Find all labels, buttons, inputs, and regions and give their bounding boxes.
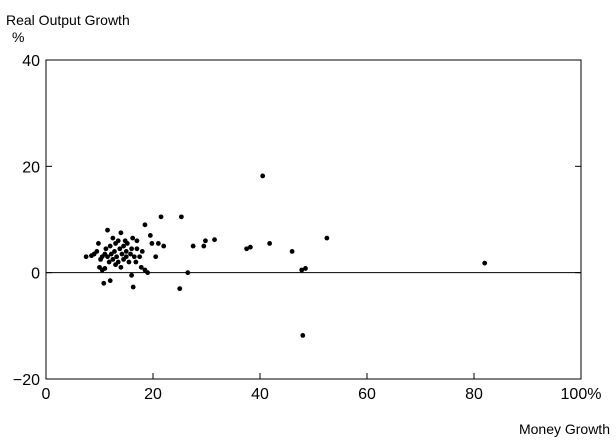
data-point	[177, 286, 183, 292]
data-point	[482, 260, 488, 266]
data-point	[260, 173, 266, 179]
data-point	[267, 241, 273, 246]
data-point	[203, 238, 208, 244]
data-point	[119, 251, 125, 257]
data-point	[130, 284, 136, 290]
y-tick-label: 40	[22, 53, 40, 70]
x-tick-label: 0	[42, 386, 51, 403]
data-point	[110, 256, 116, 262]
y-tick-label: −20	[13, 372, 40, 389]
data-point	[155, 241, 161, 246]
data-point	[247, 244, 253, 250]
data-point	[126, 259, 132, 265]
data-point	[83, 254, 89, 260]
data-point	[134, 238, 140, 244]
data-point	[137, 254, 143, 260]
data-point	[300, 333, 306, 338]
data-point	[128, 251, 133, 257]
data-point	[130, 235, 136, 241]
data-point	[121, 243, 126, 249]
data-point	[299, 267, 305, 273]
x-tick-label: 40	[251, 386, 269, 403]
data-point	[134, 246, 140, 252]
data-point	[147, 233, 153, 238]
data-point	[212, 237, 217, 243]
data-point	[107, 278, 113, 284]
data-point	[185, 270, 191, 276]
data-point	[153, 254, 159, 260]
data-point	[123, 249, 129, 254]
data-point	[124, 241, 130, 246]
data-point	[117, 246, 123, 252]
data-point	[115, 259, 121, 265]
x-tick-label: 60	[358, 386, 376, 403]
x-tick-label: 100%	[561, 386, 602, 403]
data-point	[101, 280, 107, 286]
data-point	[115, 238, 121, 244]
data-point	[142, 222, 148, 228]
data-point	[118, 230, 124, 236]
data-point	[131, 254, 137, 260]
data-point	[149, 241, 155, 246]
y-tick-label: 0	[31, 266, 40, 283]
data-point	[105, 254, 110, 260]
data-point	[107, 243, 113, 249]
data-point	[244, 246, 250, 252]
y-axis-unit: %	[12, 29, 24, 45]
data-point	[145, 270, 151, 276]
data-point	[105, 227, 110, 233]
data-point	[114, 254, 120, 260]
data-point	[133, 259, 139, 265]
data-point	[110, 235, 116, 241]
data-point	[103, 246, 109, 252]
data-point	[96, 241, 101, 246]
x-tick-label: 20	[144, 386, 162, 403]
data-point	[158, 214, 164, 220]
data-point	[129, 246, 135, 252]
data-point	[324, 235, 330, 241]
data-point	[129, 272, 135, 278]
data-point	[303, 266, 308, 271]
data-point	[178, 214, 184, 220]
data-point	[201, 243, 207, 249]
data-point	[123, 254, 129, 260]
data-point	[94, 249, 100, 254]
y-axis-title: Real Output Growth	[6, 12, 130, 28]
data-point	[106, 259, 112, 265]
data-point	[138, 264, 144, 270]
data-point	[112, 249, 117, 254]
data-point	[102, 266, 108, 271]
plot-frame	[45, 59, 582, 380]
data-point	[190, 243, 196, 249]
data-point	[161, 243, 167, 249]
data-point	[289, 249, 295, 254]
data-point	[108, 251, 114, 257]
y-tick-label: 20	[22, 159, 40, 176]
data-point	[139, 249, 145, 254]
x-axis-title: Money Growth	[519, 421, 610, 437]
x-tick-label: 80	[465, 386, 483, 403]
data-point	[118, 264, 124, 270]
